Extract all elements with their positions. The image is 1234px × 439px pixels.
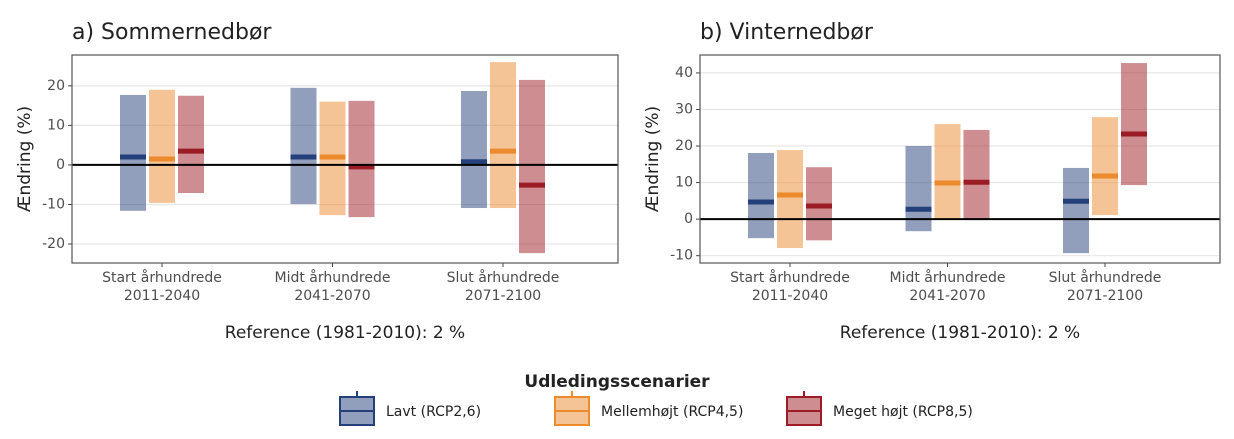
- legend-label: Meget højt (RCP8,5): [833, 404, 973, 420]
- x-axis-label: Reference (1981-2010): 2 %: [840, 323, 1080, 343]
- x-tick-label: Midt århundrede: [275, 269, 391, 286]
- legend-label: Mellemhøjt (RCP4,5): [601, 404, 743, 420]
- range-bar: [1121, 63, 1147, 186]
- x-tick-label: Midt århundrede: [890, 269, 1006, 286]
- range-bar: [748, 152, 774, 239]
- y-tick-label: 10: [47, 117, 65, 133]
- legend-title: Udledingsscenarier: [524, 372, 710, 392]
- y-tick-label: 0: [56, 157, 65, 173]
- range-bar: [1092, 117, 1118, 216]
- x-tick-label: 2071-2100: [465, 288, 541, 304]
- y-tick-label: -20: [42, 236, 65, 252]
- x-tick-label: Start århundrede: [730, 269, 850, 286]
- range-bar: [963, 129, 990, 220]
- legend-label: Lavt (RCP2,6): [386, 404, 481, 420]
- x-tick-label: 2041-2070: [909, 288, 985, 304]
- panel-title: a) Sommernedbør: [72, 20, 272, 45]
- range-bar: [490, 62, 516, 209]
- range-bar: [461, 90, 487, 209]
- x-tick-label: 2071-2100: [1067, 288, 1143, 304]
- range-bar: [777, 150, 803, 249]
- y-axis-label: Ændring (%): [15, 106, 35, 212]
- x-tick-label: 2011-2040: [124, 288, 200, 304]
- x-tick-label: Slut århundrede: [447, 269, 560, 286]
- range-bar: [1063, 167, 1089, 254]
- range-bar: [290, 87, 317, 205]
- range-bar: [348, 100, 375, 218]
- panel-border: [699, 54, 1221, 264]
- range-bar: [519, 79, 545, 254]
- x-tick-label: Slut århundrede: [1049, 269, 1162, 286]
- range-bar: [934, 124, 961, 220]
- panel-border: [71, 54, 619, 264]
- y-tick-label: -10: [42, 196, 65, 212]
- x-tick-label: 2041-2070: [294, 288, 370, 304]
- range-bar: [149, 89, 175, 203]
- y-tick-label: 40: [675, 65, 693, 81]
- y-tick-label: 0: [684, 211, 693, 227]
- range-bar: [120, 94, 146, 211]
- panel-title: b) Vinternedbør: [700, 20, 874, 45]
- range-bar: [905, 146, 932, 232]
- y-tick-label: 30: [675, 101, 693, 117]
- y-tick-label: 20: [47, 78, 65, 94]
- y-tick-label: -10: [670, 248, 693, 264]
- x-axis-label: Reference (1981-2010): 2 %: [225, 323, 465, 343]
- y-tick-label: 20: [675, 138, 693, 154]
- y-tick-label: 10: [675, 175, 693, 191]
- x-tick-label: 2011-2040: [752, 288, 828, 304]
- y-axis-label: Ændring (%): [643, 106, 663, 212]
- x-tick-label: Start århundrede: [102, 269, 222, 286]
- range-bar: [178, 95, 204, 194]
